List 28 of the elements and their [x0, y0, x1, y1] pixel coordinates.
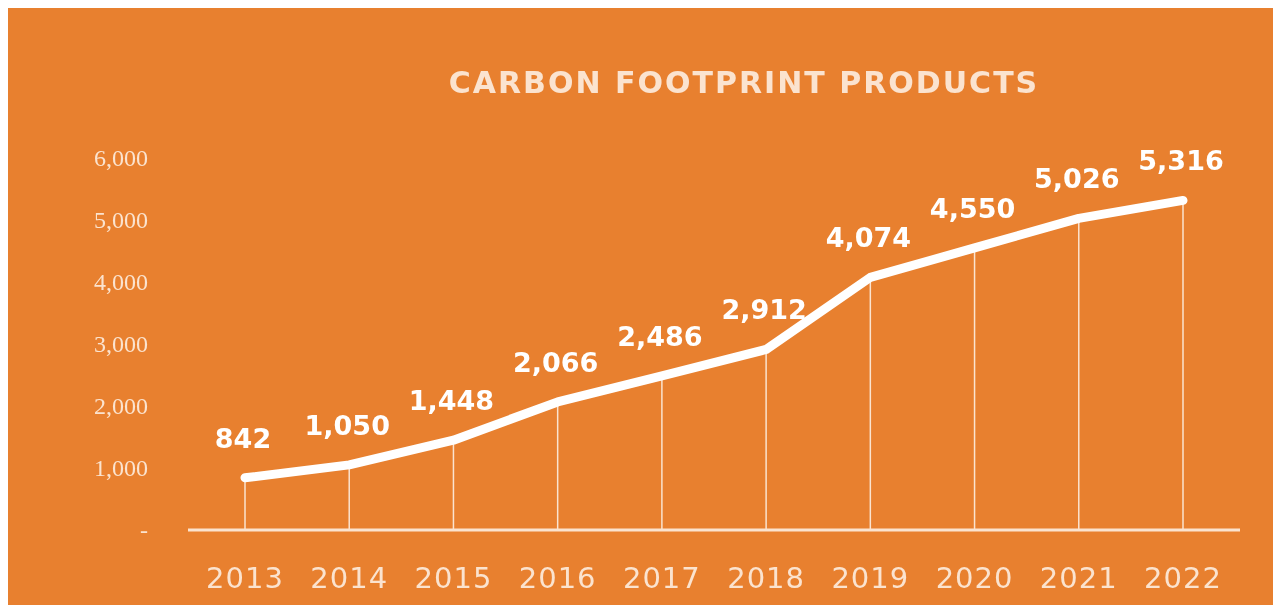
x-tick-label: 2015: [414, 561, 493, 595]
data-label: 5,316: [1138, 145, 1224, 177]
x-tick-label: 2020: [935, 561, 1014, 595]
x-tick-label: 2013: [206, 561, 284, 595]
data-label: 842: [214, 422, 272, 454]
x-tick-label: 2014: [310, 561, 389, 595]
data-label: 2,486: [617, 320, 703, 352]
data-label: 2,912: [721, 294, 807, 326]
y-tick-label: 2,000: [94, 393, 148, 420]
data-label: 1,050: [304, 409, 390, 441]
x-tick-label: 2017: [622, 561, 701, 595]
x-tick-label: 2016: [518, 561, 597, 595]
chart-title: CARBON FOOTPRINT PRODUCTS: [448, 65, 1040, 100]
data-label: 4,550: [929, 192, 1016, 224]
data-label: 4,074: [825, 222, 912, 254]
data-label: 1,448: [408, 385, 495, 417]
data-label: 2,066: [512, 346, 599, 378]
y-tick-label: 6,000: [94, 145, 148, 172]
x-tick-label: 2021: [1039, 561, 1118, 595]
data-label: 5,026: [1034, 163, 1120, 195]
x-tick-label: 2019: [831, 561, 910, 595]
y-tick-label: 5,000: [94, 207, 148, 234]
y-tick-label: 4,000: [94, 269, 148, 296]
y-tick-label: -: [140, 517, 148, 544]
y-tick-label: 3,000: [94, 331, 148, 358]
y-tick-label: 1,000: [94, 455, 148, 482]
x-tick-label: 2022: [1144, 561, 1222, 595]
x-tick-label: 2018: [727, 561, 806, 595]
